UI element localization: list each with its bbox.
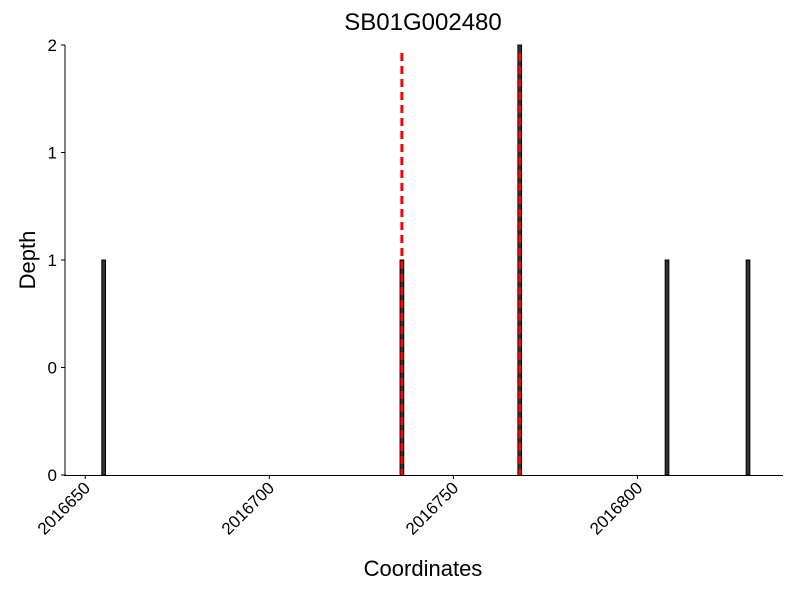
x-tick-label: 2016750: [402, 478, 462, 538]
x-tick-label: 2016800: [586, 478, 646, 538]
y-tick-label: 0: [48, 466, 57, 485]
x-tick-label: 2016650: [34, 478, 94, 538]
y-axis-label: Depth: [15, 231, 40, 290]
bar: [745, 259, 751, 476]
bar: [101, 259, 107, 476]
bar: [664, 259, 670, 476]
x-axis-label: Coordinates: [364, 556, 483, 581]
y-tick-label: 1: [48, 251, 57, 270]
y-tick-label: 0: [48, 359, 57, 378]
chart-title: SB01G002480: [344, 9, 501, 36]
y-tick-label: 1: [48, 144, 57, 163]
x-tick-label: 2016700: [218, 478, 278, 538]
y-tick-label: 2: [48, 36, 57, 55]
